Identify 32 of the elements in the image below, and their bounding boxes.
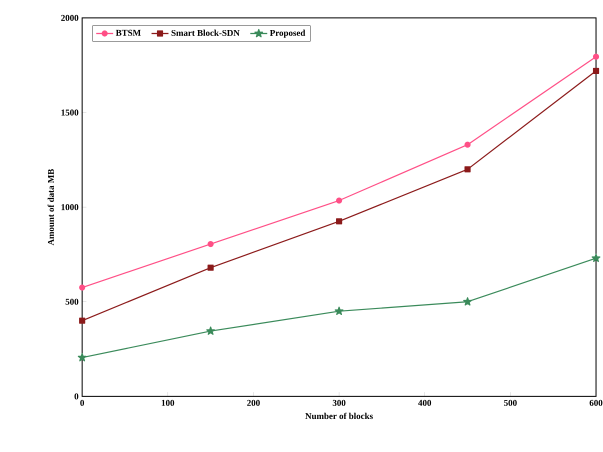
point [206,326,215,335]
legend-label: Proposed [270,30,306,38]
x-tick-label: 200 [247,400,260,406]
point [592,254,600,262]
x-tick-label: 0 [80,400,84,406]
point [208,240,214,248]
x-tick-label: 300 [332,400,346,406]
point [334,306,344,315]
legend-label: Smart Block-SDN [172,30,240,36]
x-tick-label: 400 [418,400,432,406]
point [336,197,342,204]
point [464,142,471,148]
point [463,297,472,306]
point [592,68,600,74]
x-axis-title: Number of blocks [305,412,373,420]
x-tick-label: 600 [590,400,602,406]
point [592,54,600,60]
point [336,218,342,224]
y-tick-label: 1000 [62,204,78,210]
point [208,264,214,271]
point [79,318,86,324]
x-tick-label: 100 [162,400,174,406]
point [78,352,87,362]
y-tick-label: 500 [66,298,78,305]
point [79,284,86,291]
legend-label: BTSM [116,30,141,36]
x-tick-label: 500 [504,400,517,406]
y-tick-label: 2000 [61,14,78,21]
y-axis-title: Amount of data MB [48,169,54,246]
y-tick-label: 1500 [62,109,78,116]
point [464,166,471,172]
y-tick-label: 0 [74,393,78,400]
